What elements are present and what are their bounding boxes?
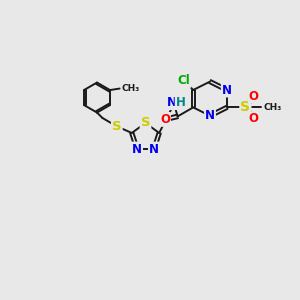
Text: N: N — [222, 83, 232, 97]
Text: S: S — [240, 100, 250, 114]
Text: N: N — [132, 142, 142, 155]
Text: H: H — [176, 96, 185, 109]
Text: O: O — [160, 113, 170, 126]
Text: CH₃: CH₃ — [264, 103, 282, 112]
Text: S: S — [112, 120, 122, 133]
Text: O: O — [249, 89, 259, 103]
Text: N: N — [205, 109, 215, 122]
Text: Cl: Cl — [178, 74, 190, 87]
Text: N: N — [167, 96, 177, 109]
Text: CH₃: CH₃ — [122, 84, 140, 93]
Text: S: S — [141, 116, 150, 130]
Text: O: O — [249, 112, 259, 125]
Text: N: N — [149, 142, 159, 155]
